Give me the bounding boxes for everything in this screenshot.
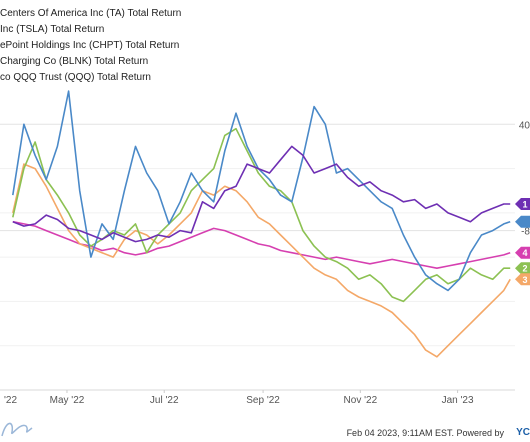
x-tick-label: '22 bbox=[4, 395, 17, 406]
series-end-label: 4 bbox=[522, 248, 527, 258]
series-line bbox=[12, 90, 511, 292]
x-tick-label: Sep '22 bbox=[246, 395, 280, 406]
x-tick-label: Nov '22 bbox=[344, 395, 378, 406]
x-tick-label: Jul '22 bbox=[150, 395, 179, 406]
y-tick-label: -8 bbox=[521, 227, 530, 238]
series-end-label: 1 bbox=[522, 200, 527, 210]
legend-item-label: ePoint Holdings Inc (CHPT) Total Return bbox=[0, 40, 180, 51]
logo-watermark bbox=[1, 422, 33, 437]
series-line bbox=[12, 127, 511, 303]
x-tick-label: Jan '23 bbox=[442, 395, 474, 406]
legend-item-label: Inc (TSLA) Total Return bbox=[0, 24, 105, 35]
x-tick-label: May '22 bbox=[50, 395, 85, 406]
series-end-label: 3 bbox=[522, 275, 527, 285]
legend-item-label: Charging Co (BLNK) Total Return bbox=[0, 56, 149, 67]
plot-area: '22 May '22 Jul '22 Sep '22 Nov '22 Jan '23 40… bbox=[0, 90, 530, 406]
series-end-badge bbox=[515, 246, 530, 259]
legend-item-label: Centers Of America Inc (TA) Total Return bbox=[0, 8, 182, 19]
legend-item[interactable]: Centers Of America Inc (TA) Total Return bbox=[0, 6, 200, 22]
legend-item[interactable]: ePoint Holdings Inc (CHPT) Total Return bbox=[0, 38, 200, 54]
legend-item[interactable]: co QQQ Trust (QQQ) Total Return bbox=[0, 70, 200, 86]
series-line bbox=[12, 163, 511, 358]
series-line bbox=[12, 220, 511, 269]
legend-item[interactable]: Inc (TSLA) Total Return bbox=[0, 22, 200, 38]
brand-logo[interactable]: YC bbox=[516, 427, 530, 438]
series-end-badge bbox=[515, 273, 530, 286]
series-end-badge bbox=[515, 215, 530, 228]
series-line bbox=[12, 145, 511, 243]
series-end-badge bbox=[515, 198, 530, 210]
legend: Centers Of America Inc (TA) Total Return… bbox=[0, 6, 200, 86]
legend-item[interactable]: Charging Co (BLNK) Total Return bbox=[0, 54, 200, 70]
timestamp-text: Feb 04 2023, 9:11AM EST. Powered by bbox=[346, 428, 504, 438]
legend-item-label: co QQQ Trust (QQQ) Total Return bbox=[0, 72, 151, 83]
footer: Feb 04 2023, 9:11AM EST. Powered by YC bbox=[0, 420, 530, 442]
y-tick-label: 40 bbox=[519, 120, 530, 131]
series-end-label: 2 bbox=[522, 264, 527, 274]
series-end-badge bbox=[515, 262, 530, 275]
